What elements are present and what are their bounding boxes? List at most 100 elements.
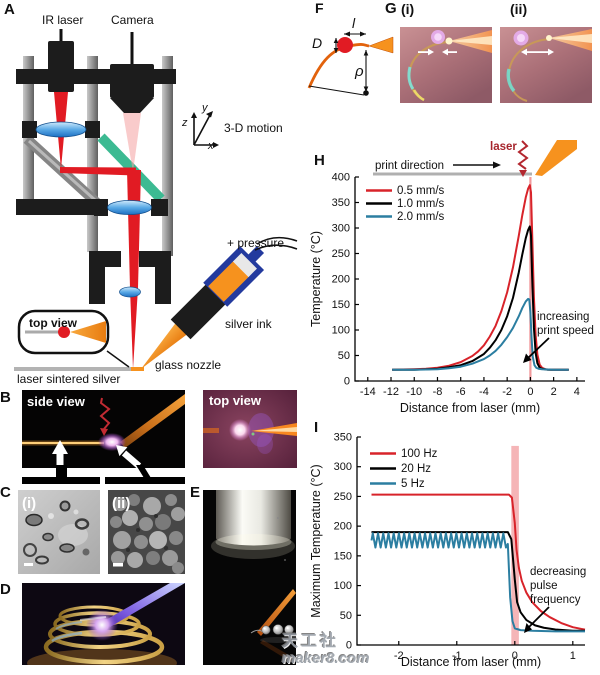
panel-g-label: G: [385, 0, 397, 17]
glass-nozzle: [257, 589, 296, 636]
svg-text:100: 100: [334, 580, 352, 592]
x-axis-label: Distance from laser (mm): [400, 401, 540, 415]
sinter-glow: [445, 37, 453, 45]
watermark: 天工社 maker8.com: [282, 633, 392, 667]
svg-text:-8: -8: [433, 386, 443, 398]
svg-text:4: 4: [574, 386, 580, 398]
ink-syringe: [141, 245, 265, 369]
svg-text:250: 250: [334, 491, 352, 503]
laser-spot: [337, 37, 353, 53]
svg-text:2: 2: [551, 386, 557, 398]
photo-g-ii: [500, 27, 592, 103]
panel-a-label: A: [4, 1, 15, 18]
laser-spot: [58, 326, 70, 338]
metal-cylinder: [216, 490, 291, 538]
chart-H: 0 50 100 150 200 250 300 350 400 -14 -12 -10 -8 -6 -4 -…: [309, 140, 594, 415]
silver-ink-label: silver ink: [225, 317, 273, 331]
series-5-Hz: [370, 532, 585, 633]
panel-b-label: B: [0, 389, 11, 406]
substrate-label: laser sintered silver: [17, 372, 120, 386]
print-direction-label: print direction: [375, 160, 444, 172]
svg-text:250: 250: [332, 248, 350, 260]
lens: [119, 286, 141, 298]
series-100-Hz: [371, 493, 586, 631]
sub-i-label: (i): [22, 495, 36, 512]
x-axis-label: Distance from laser (mm): [401, 655, 541, 669]
ir-laser-label: IR laser: [42, 13, 83, 27]
chart-H-plot: 0 50 100 150 200 250 300 350 400 -14 -12 -10 -8 -6 -4 -…: [309, 152, 585, 415]
laser-label: laser: [490, 141, 517, 153]
photo-helix-print: [22, 583, 185, 665]
sinter-glow: [546, 35, 552, 41]
printed-bead: [261, 625, 271, 635]
scale-bar: [24, 563, 33, 566]
annotation-line3: frequency: [530, 594, 581, 606]
svg-text:300: 300: [332, 223, 350, 235]
svg-text:200: 200: [334, 521, 352, 533]
svg-text:350: 350: [332, 197, 350, 209]
camera-body: [110, 64, 154, 98]
svg-text:400: 400: [332, 172, 350, 184]
dim-d-label: D: [312, 35, 322, 51]
annotation-arrow: [527, 606, 550, 629]
glowing-nozzle: [104, 583, 185, 627]
panel-f-label: F: [315, 0, 324, 16]
svg-text:50: 50: [340, 610, 352, 622]
micrograph-i: (i): [18, 490, 100, 574]
svg-text:300: 300: [334, 461, 352, 473]
svg-text:100: 100: [332, 325, 350, 337]
scale-bar: [113, 563, 123, 567]
y-axis-label: Maximum Temperature (°C): [309, 464, 323, 617]
sub-ii-label: (ii): [112, 495, 130, 512]
svg-text:-4: -4: [479, 386, 489, 398]
svg-text:350: 350: [334, 432, 352, 444]
annotation-arrow: [527, 337, 550, 359]
lens: [35, 121, 87, 138]
laser-glow: [86, 609, 118, 641]
nozzle-icon: [535, 140, 577, 176]
chart-I-plot: 0 50 100 150 200 250 300 350 -2 -1 0 1 Distance from…: [309, 419, 586, 669]
photo-nozzle-beads: [203, 490, 296, 665]
svg-text:150: 150: [332, 299, 350, 311]
panel-d-label: D: [0, 581, 11, 598]
annotation-line1: increasing: [537, 311, 589, 323]
panel-c-label: C: [0, 484, 11, 501]
top-view-label: top view: [29, 316, 78, 330]
motion-axes: [191, 111, 219, 148]
panel-e-label: E: [190, 484, 201, 501]
objective-right: [139, 251, 171, 304]
annotation-line2: print speed: [537, 325, 594, 337]
legend-label: 2.0 mm/s: [397, 211, 445, 223]
camera-view-cone: [123, 113, 141, 172]
gap-arrows: [418, 48, 457, 56]
micrograph-ii: (ii): [108, 490, 185, 574]
laser-zigzag-icon: [517, 140, 529, 170]
svg-text:-14: -14: [360, 386, 376, 398]
panel-g-sub-ii: (ii): [510, 1, 528, 17]
gap-arrow: [521, 48, 554, 56]
series-0-5-mm-s: [392, 184, 569, 371]
annotation-line2: pulse: [530, 580, 558, 592]
pointer-arrows: [52, 440, 142, 468]
svg-text:200: 200: [332, 274, 350, 286]
svg-text:0: 0: [346, 640, 352, 652]
svg-text:0: 0: [344, 376, 350, 388]
pressure-tube: [256, 236, 298, 245]
legend-label: 0.5 mm/s: [397, 185, 445, 197]
laser-spot: [229, 419, 251, 441]
motion-label: 3-D motion: [224, 121, 283, 135]
chart-I-overlay: decreasing pulse frequency: [524, 566, 586, 633]
annotation-line1: decreasing: [530, 566, 586, 578]
series-2-0-mm-s: [392, 297, 569, 371]
legend-label: 5 Hz: [401, 478, 425, 490]
legend-label: 1.0 mm/s: [397, 198, 445, 210]
side-view-label: side view: [27, 394, 86, 409]
frame-post: [162, 56, 173, 256]
svg-text:150: 150: [334, 550, 352, 562]
frame-post: [87, 56, 98, 252]
chart-I: 0 50 100 150 200 250 300 350 -2 -1 0 1 Distance from…: [309, 419, 586, 669]
nozzle: [120, 394, 185, 448]
camera-label: Camera: [111, 13, 154, 27]
glass-nozzle-label: glass nozzle: [155, 358, 221, 372]
svg-text:-2: -2: [394, 650, 404, 662]
